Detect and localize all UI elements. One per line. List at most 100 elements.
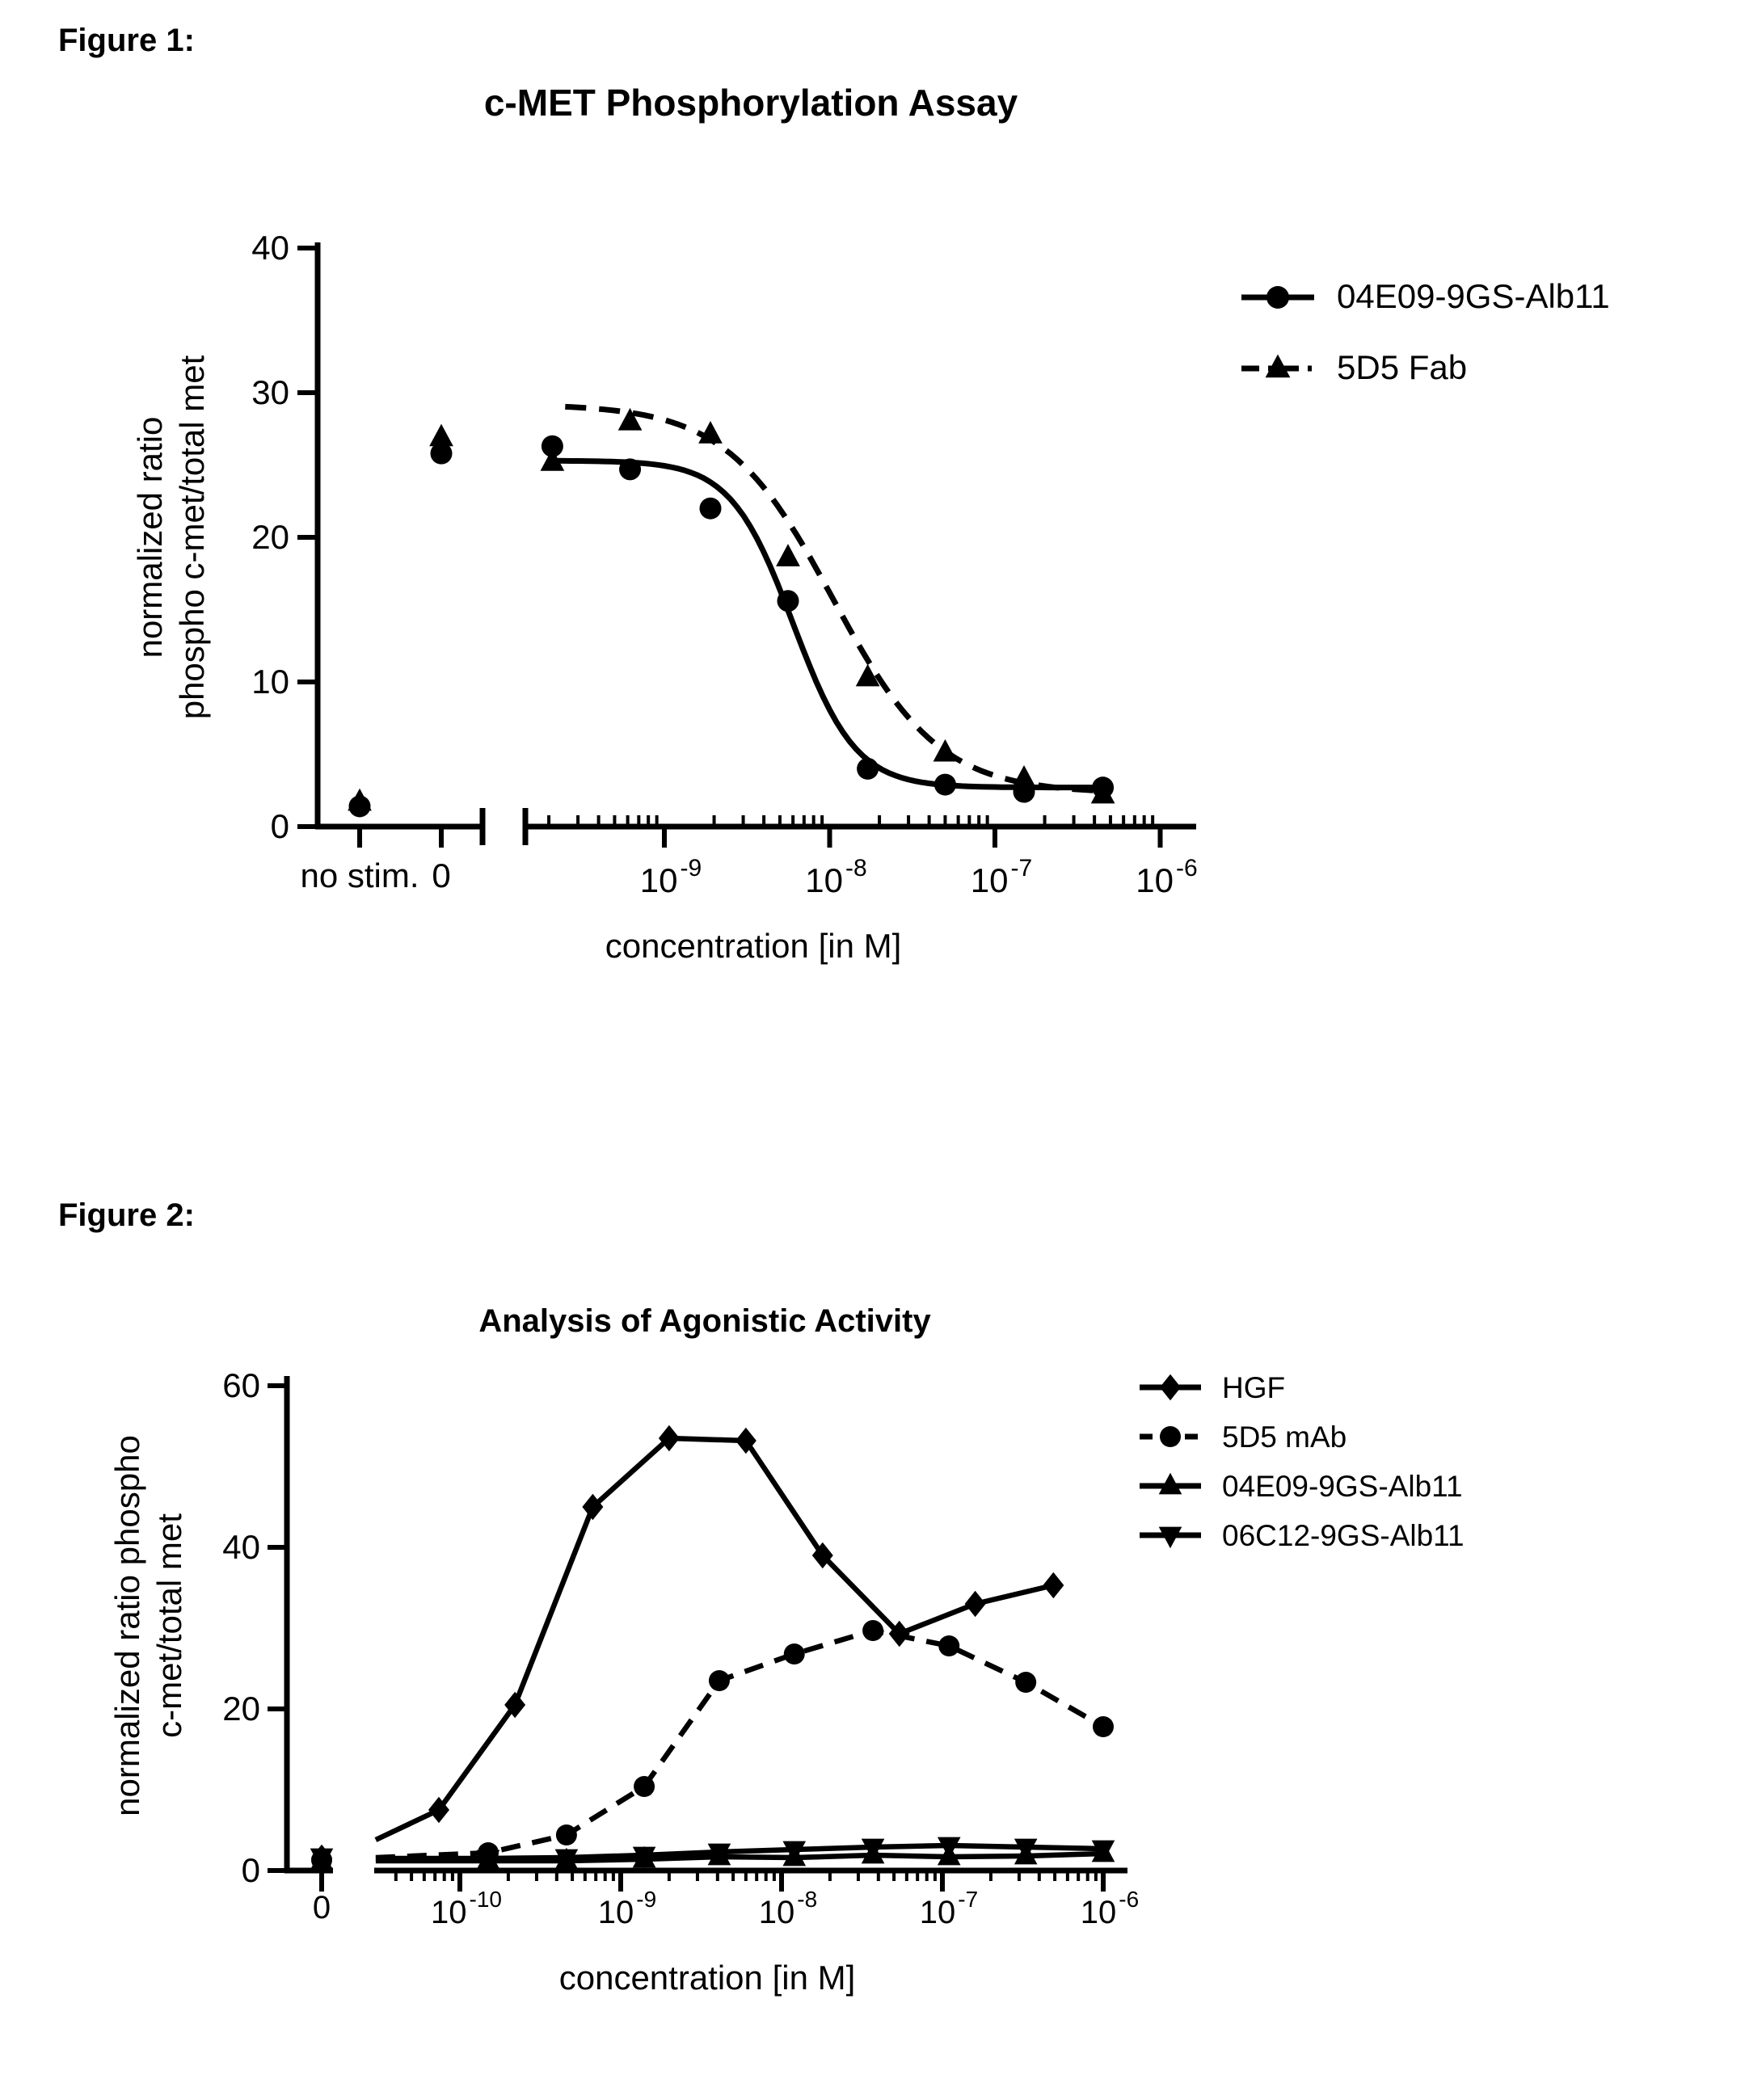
- x-axis: 0 10 -10 10 -9 10 -8 10 -7 10 -6: [284, 1867, 1139, 1930]
- y-tick-label: 60: [222, 1366, 260, 1404]
- fit-curve: [551, 457, 1101, 791]
- data-point-marker-triangle-down: [707, 1843, 731, 1866]
- legend-label: 5D5 Fab: [1337, 348, 1467, 386]
- data-point-marker-triangle-down: [554, 1849, 579, 1871]
- series-line: [375, 1842, 1104, 1862]
- figure1-chart: c-MET Phosphorylation Assay 0 10 20 30 40 norm…: [131, 82, 1610, 965]
- data-point-marker-triangle-up: [933, 739, 958, 762]
- data-point-marker-triangle-up: [698, 421, 723, 444]
- data-point-marker-triangle-up: [1265, 354, 1291, 378]
- series-line: [374, 1435, 1055, 1842]
- data-point-marker-triangle-down: [782, 1841, 807, 1863]
- y-tick-label: 10: [251, 663, 289, 701]
- data-point-marker-circle: [708, 1670, 730, 1691]
- data-point-marker-circle: [1160, 1426, 1181, 1447]
- data-point-marker-triangle-up: [1158, 1472, 1182, 1495]
- series-04e09-9gs-alb11: [348, 435, 1115, 818]
- x-log-tick-label: 10 -6: [1136, 855, 1197, 899]
- y-axis-title: c-met/total met: [150, 1513, 188, 1738]
- legend-item: 5D5 mAb: [1140, 1420, 1347, 1454]
- y-axis: 0 10 20 30 40: [251, 229, 321, 845]
- y-tick-label: 0: [242, 1851, 260, 1889]
- x-log-tick-label: 10 -10: [431, 1887, 502, 1930]
- x-category-label: 0: [313, 1890, 331, 1925]
- x-axis-title: concentration [in M]: [559, 1959, 856, 1997]
- x-log-tick-label: 10 -8: [759, 1887, 817, 1930]
- data-point-marker-circle: [857, 757, 879, 780]
- data-point-marker-circle: [430, 442, 453, 465]
- legend-item: 5D5 Fab: [1241, 348, 1467, 386]
- data-point-marker-triangle-down: [632, 1846, 656, 1869]
- data-point-marker-diamond: [428, 1796, 449, 1824]
- series-line: [375, 1627, 1105, 1861]
- legend-label: 5D5 mAb: [1222, 1420, 1347, 1454]
- data-point-marker-triangle-up: [855, 663, 880, 687]
- chart-title: Analysis of Agonistic Activity: [478, 1303, 931, 1339]
- data-point-marker-circle: [619, 458, 642, 481]
- x-axis: no stim. 0 10 -9 10 -8 10 -7 10 -6: [300, 808, 1198, 899]
- legend-item: 04E09-9GS-Alb11: [1140, 1470, 1463, 1503]
- data-point-marker-diamond: [811, 1542, 833, 1569]
- data-point-marker-circle: [1015, 1672, 1037, 1693]
- x-log-tick-label: 10 -9: [598, 1887, 656, 1930]
- y-tick-label: 40: [251, 229, 289, 267]
- data-point-marker-triangle-up: [429, 423, 453, 447]
- data-point-marker-diamond: [658, 1425, 680, 1452]
- data-point-marker-circle: [699, 497, 722, 520]
- data-point-marker-triangle-up: [617, 407, 643, 431]
- x-log-tick-label: 10 -9: [640, 855, 702, 899]
- legend: 04E09-9GS-Alb11 5D5 Fab: [1241, 277, 1610, 386]
- y-axis-title: normalized ratio phospho: [108, 1435, 146, 1816]
- figure2-label: Figure 2:: [58, 1197, 195, 1233]
- x-log-tick-label: 10 -8: [805, 855, 866, 899]
- y-axis-title: phospho c-met/total met: [173, 355, 211, 719]
- series-line: [375, 1850, 1104, 1864]
- data-point-marker-circle: [862, 1620, 884, 1641]
- x-axis-title: concentration [in M]: [605, 927, 902, 965]
- data-point-marker-diamond: [735, 1427, 756, 1454]
- legend-item: 06C12-9GS-Alb11: [1140, 1519, 1465, 1552]
- y-tick-label: 20: [222, 1690, 260, 1728]
- legend-label: 04E09-9GS-Alb11: [1337, 277, 1610, 315]
- legend-item: HGF: [1140, 1371, 1285, 1404]
- data-point-marker-triangle-up: [348, 788, 372, 811]
- legend: HGF 5D5 mAb 04E09-9GS-Alb11 06C12-9GS-Alb11: [1140, 1371, 1465, 1552]
- data-point-marker-triangle-down: [861, 1838, 885, 1861]
- legend-label: 06C12-9GS-Alb11: [1222, 1519, 1465, 1552]
- data-point-marker-circle: [1266, 286, 1289, 309]
- data-point-marker-triangle-up: [1012, 765, 1036, 788]
- data-point-marker-circle: [783, 1643, 805, 1664]
- series-5d5-fab: [348, 403, 1115, 811]
- data-point-marker-diamond: [504, 1691, 526, 1719]
- y-tick-label: 20: [251, 518, 289, 556]
- x-log-tick-label: 10 -6: [1081, 1887, 1139, 1930]
- data-point-marker-triangle-down: [1158, 1526, 1182, 1549]
- data-point-marker-circle: [934, 773, 956, 796]
- figure1-label: Figure 1:: [58, 23, 195, 58]
- chart-title: c-MET Phosphorylation Assay: [484, 82, 1018, 124]
- series-06c12-9gs-alb11: [310, 1837, 1115, 1872]
- legend-item: 04E09-9GS-Alb11: [1241, 277, 1610, 315]
- y-tick-label: 0: [271, 807, 289, 845]
- data-point-marker-triangle-up: [1090, 781, 1115, 804]
- x-category-label: no stim.: [300, 856, 419, 894]
- y-axis: 0 20 40 60: [222, 1366, 290, 1889]
- legend-label: 04E09-9GS-Alb11: [1222, 1470, 1463, 1503]
- x-log-tick-label: 10 -7: [920, 1887, 978, 1930]
- y-axis-title: normalized ratio: [131, 417, 169, 659]
- data-point-marker-circle: [777, 590, 799, 612]
- data-point-marker-triangle-down: [1014, 1838, 1038, 1861]
- data-point-marker-diamond: [582, 1493, 604, 1521]
- data-point-marker-triangle-down: [310, 1848, 334, 1871]
- data-point-marker-circle: [541, 435, 563, 457]
- legend-label: HGF: [1222, 1371, 1285, 1404]
- y-tick-label: 30: [251, 373, 289, 411]
- y-tick-label: 40: [222, 1528, 260, 1566]
- data-point-marker-circle: [938, 1635, 960, 1656]
- data-point-marker-triangle-down: [476, 1850, 500, 1872]
- data-point-marker-triangle-down: [1091, 1840, 1115, 1862]
- data-point-marker-circle: [555, 1824, 577, 1845]
- x-category-label: 0: [432, 856, 450, 894]
- data-point-marker-diamond: [1160, 1374, 1181, 1401]
